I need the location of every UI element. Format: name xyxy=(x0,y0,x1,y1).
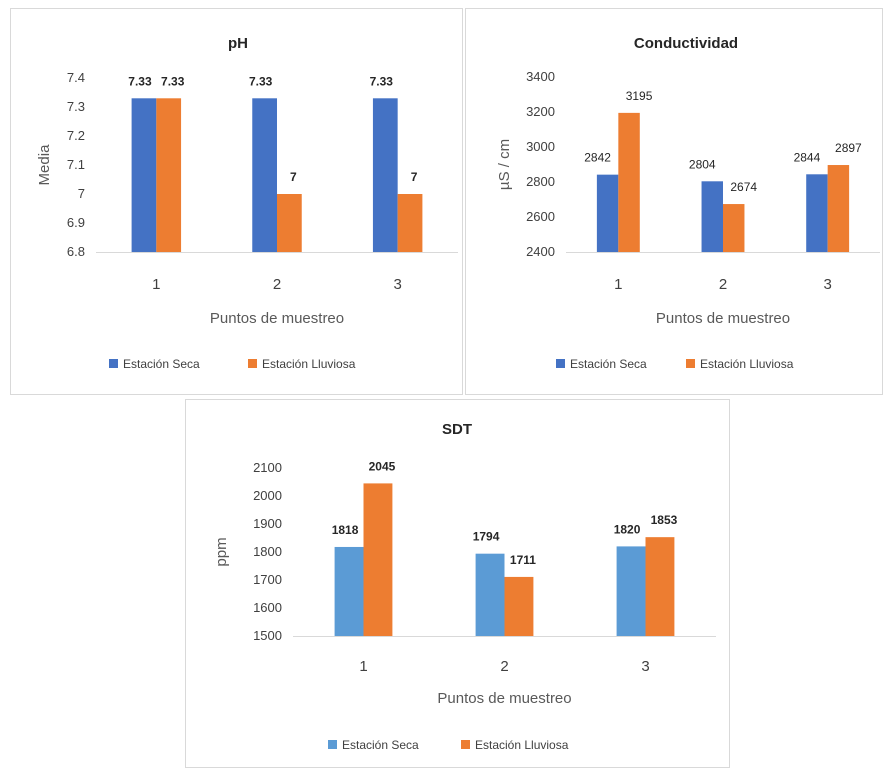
conductividad-bar-seca-3 xyxy=(806,174,828,252)
sdt-y-tick-label: 1500 xyxy=(253,628,282,643)
ph-chart-title: pH xyxy=(228,35,248,52)
ph-y-tick-label: 7 xyxy=(78,186,85,201)
ph-bar-lluviosa-1 xyxy=(156,98,182,252)
ph-y-tick-label: 7.2 xyxy=(67,128,85,143)
ph-legend-label: Estación Lluviosa xyxy=(262,357,356,371)
sdt-y-tick-label: 1700 xyxy=(253,572,282,587)
conductividad-chart-panel: Conductividad 2400 2600 2800 3000 3200 3400 µS … xyxy=(465,8,883,395)
sdt-legend-swatch xyxy=(461,740,470,749)
sdt-y-axis-title: ppm xyxy=(213,537,230,566)
ph-data-label: 7 xyxy=(411,170,418,184)
sdt-data-label: 2045 xyxy=(369,459,396,473)
conductividad-legend-label: Estación Seca xyxy=(570,357,647,371)
sdt-bar-seca-3 xyxy=(616,546,646,636)
conductividad-legend-label: Estación Lluviosa xyxy=(700,357,794,371)
ph-bar-lluviosa-3 xyxy=(397,194,423,252)
conductividad-x-tick-label: 1 xyxy=(614,276,622,293)
conductividad-data-label: 2897 xyxy=(835,141,862,155)
sdt-data-label: 1794 xyxy=(473,530,500,544)
conductividad-data-label: 2804 xyxy=(689,157,716,171)
ph-data-label: 7.33 xyxy=(161,74,185,88)
conductividad-x-axis-title: Puntos de muestreo xyxy=(656,310,790,327)
conductividad-y-tick-label: 3400 xyxy=(526,69,555,84)
sdt-y-tick-label: 1600 xyxy=(253,600,282,615)
conductividad-y-tick-label: 3200 xyxy=(526,104,555,119)
ph-y-axis-title: Media xyxy=(36,144,53,186)
conductividad-legend-swatch xyxy=(556,359,565,368)
sdt-bar-lluviosa-2 xyxy=(504,576,534,636)
sdt-bar-lluviosa-3 xyxy=(645,537,675,636)
conductividad-data-label: 2844 xyxy=(794,150,821,164)
sdt-bar-seca-1 xyxy=(334,546,364,636)
sdt-data-label: 1818 xyxy=(332,523,359,537)
conductividad-data-label: 3195 xyxy=(626,89,653,103)
sdt-bar-lluviosa-1 xyxy=(363,483,393,636)
ph-data-label: 7.33 xyxy=(249,74,273,88)
sdt-data-label: 1820 xyxy=(614,522,641,536)
conductividad-data-label: 2842 xyxy=(584,151,611,165)
sdt-chart: SDT 1500 1600 1700 1800 1900 2000 2100 ppm 1818 20… xyxy=(213,421,716,752)
sdt-legend-label: Estación Lluviosa xyxy=(475,738,569,752)
conductividad-y-tick-label: 2600 xyxy=(526,209,555,224)
sdt-chart-title: SDT xyxy=(442,421,472,438)
ph-x-tick-label: 2 xyxy=(273,276,281,293)
ph-legend-swatch xyxy=(248,359,257,368)
sdt-bar-seca-2 xyxy=(475,553,505,636)
ph-chart: pH 6.8 6.9 7 7.1 7.2 7.3 7.4 Media 7.33 7.33 1 7.33 7… xyxy=(36,35,458,371)
ph-legend-label: Estación Seca xyxy=(123,357,200,371)
sdt-data-label: 1853 xyxy=(651,513,678,527)
conductividad-y-tick-label: 2400 xyxy=(526,244,555,259)
ph-x-axis-title: Puntos de muestreo xyxy=(210,310,344,327)
sdt-y-tick-label: 1900 xyxy=(253,516,282,531)
ph-chart-panel: pH 6.8 6.9 7 7.1 7.2 7.3 7.4 Media 7.33 7.33 1 7.33 7… xyxy=(10,8,463,395)
conductividad-chart-title: Conductividad xyxy=(634,35,738,52)
conductividad-chart: Conductividad 2400 2600 2800 3000 3200 3400 µS … xyxy=(496,35,880,371)
conductividad-y-tick-label: 3000 xyxy=(526,139,555,154)
ph-legend-swatch xyxy=(109,359,118,368)
conductividad-bar-lluviosa-3 xyxy=(827,165,850,252)
ph-x-tick-label: 1 xyxy=(152,276,160,293)
sdt-x-tick-label: 3 xyxy=(641,658,649,675)
conductividad-bar-lluviosa-2 xyxy=(723,204,745,252)
conductividad-y-tick-label: 2800 xyxy=(526,174,555,189)
ph-y-tick-label: 7.1 xyxy=(67,157,85,172)
sdt-y-tick-label: 1800 xyxy=(253,544,282,559)
conductividad-bar-seca-1 xyxy=(596,174,619,252)
sdt-x-axis-title: Puntos de muestreo xyxy=(437,690,571,707)
sdt-y-tick-label: 2100 xyxy=(253,460,282,475)
ph-y-tick-label: 7.4 xyxy=(67,70,85,85)
conductividad-data-label: 2674 xyxy=(730,180,757,194)
sdt-data-label: 1711 xyxy=(510,553,536,567)
ph-y-tick-label: 6.9 xyxy=(67,215,85,230)
conductividad-legend-swatch xyxy=(686,359,695,368)
ph-x-tick-label: 3 xyxy=(393,276,401,293)
sdt-y-tick-label: 2000 xyxy=(253,488,282,503)
ph-bar-lluviosa-2 xyxy=(277,194,302,252)
ph-data-label: 7 xyxy=(290,170,297,184)
sdt-chart-panel: SDT 1500 1600 1700 1800 1900 2000 2100 ppm 1818 20… xyxy=(185,399,730,768)
ph-data-label: 7.33 xyxy=(370,74,394,88)
ph-bar-seca-2 xyxy=(252,98,277,252)
sdt-x-tick-label: 1 xyxy=(359,658,367,675)
sdt-legend-swatch xyxy=(328,740,337,749)
conductividad-y-axis-title: µS / cm xyxy=(496,139,513,190)
ph-y-tick-label: 6.8 xyxy=(67,244,85,259)
ph-bar-seca-3 xyxy=(372,98,398,252)
ph-bar-seca-1 xyxy=(131,98,157,252)
sdt-legend-label: Estación Seca xyxy=(342,738,419,752)
conductividad-x-tick-label: 3 xyxy=(823,276,831,293)
sdt-x-tick-label: 2 xyxy=(500,658,508,675)
ph-data-label: 7.33 xyxy=(128,74,152,88)
conductividad-x-tick-label: 2 xyxy=(719,276,727,293)
conductividad-bar-seca-2 xyxy=(701,181,723,252)
conductividad-bar-lluviosa-1 xyxy=(618,112,640,252)
ph-y-tick-label: 7.3 xyxy=(67,99,85,114)
